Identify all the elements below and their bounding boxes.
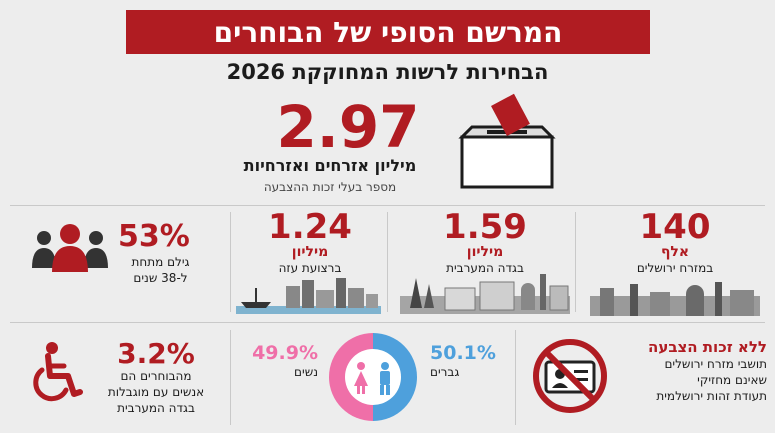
wheelchair-icon [33, 342, 83, 402]
west-bank-skyline-icon [400, 274, 570, 314]
no-vote-line1: תושבי מזרח ירושלים [664, 357, 767, 371]
no-vote-line3: תעודת זהות ירושלמית [656, 389, 767, 404]
gender-donut [329, 333, 417, 421]
youth-label: גילם מתחת ל-38 שנים [118, 254, 203, 286]
region-label: במזרח ירושלים [636, 261, 714, 275]
no-vote-line2: שאינם מחזיקי [697, 373, 767, 388]
male-stat: 50.1% גברים [430, 342, 510, 380]
ballot-box-icon [458, 93, 556, 189]
region-label: בגדה המערבית [446, 261, 524, 275]
divider-v5 [230, 330, 231, 425]
female-stat: 49.9% נשים [248, 342, 318, 380]
no-vote-title: ללא זכות הצבעה [648, 338, 767, 356]
region-unit: מיליון [466, 244, 504, 260]
no-id-card-icon [533, 339, 607, 413]
divider-middle [10, 322, 765, 323]
people-group-icon [32, 224, 108, 272]
gaza-skyline-icon [236, 278, 381, 314]
region-value: 140 [639, 207, 711, 247]
no-vote-block: ללא זכות הצבעה תושבי מזרח ירושלים שאינם … [612, 338, 767, 405]
region-label: ברצועת עזה [278, 261, 342, 275]
region-west-bank: 1.59 מיליון בגדה המערבית [400, 210, 570, 276]
disability-line1: מהבוחרים הם [120, 369, 192, 383]
female-icon [354, 362, 368, 394]
main-title: המרשם הסופי של הבוחרים [213, 15, 563, 49]
total-label: מיליון אזרחים ואזרחיות [243, 156, 417, 175]
main-title-banner: המרשם הסופי של הבוחרים [126, 10, 650, 54]
disability-line2: אנשים עם מוגבלות [107, 385, 205, 400]
female-value: 49.9% [252, 342, 318, 364]
region-unit: אלף [660, 244, 690, 260]
divider-v3 [230, 212, 231, 312]
male-label: גברים [430, 365, 460, 379]
disability-line3: בגדה המערבית [117, 401, 195, 416]
region-east-jerusalem: 140 אלף במזרח ירושלים [585, 210, 765, 276]
male-value: 50.1% [430, 342, 496, 364]
female-label: נשים [294, 365, 318, 379]
youth-value: 53% [118, 219, 190, 254]
region-value: 1.59 [443, 207, 527, 247]
total-value: 2.97 [276, 93, 420, 161]
divider-v4 [515, 330, 516, 425]
disability-value: 3.2% [117, 337, 195, 370]
youth-label-line2: ל-38 שנים [133, 271, 188, 286]
divider-v1 [575, 212, 576, 312]
male-icon [380, 362, 390, 395]
subtitle: הבחירות לרשות המחוקקת 2026 [226, 60, 549, 84]
region-value: 1.24 [268, 207, 352, 247]
divider-top [10, 205, 765, 206]
jerusalem-skyline-icon [590, 282, 760, 316]
region-unit: מיליון [291, 244, 329, 260]
youth-label-line1: גילם מתחת [131, 255, 190, 269]
divider-v2 [387, 212, 388, 312]
disability-block: 3.2% מהבוחרים הם אנשים עם מוגבלות בגדה ה… [96, 340, 216, 417]
region-gaza: 1.24 מיליון ברצועת עזה [240, 210, 380, 276]
total-caption: מספר בעלי זכות ההצבעה [263, 180, 397, 194]
